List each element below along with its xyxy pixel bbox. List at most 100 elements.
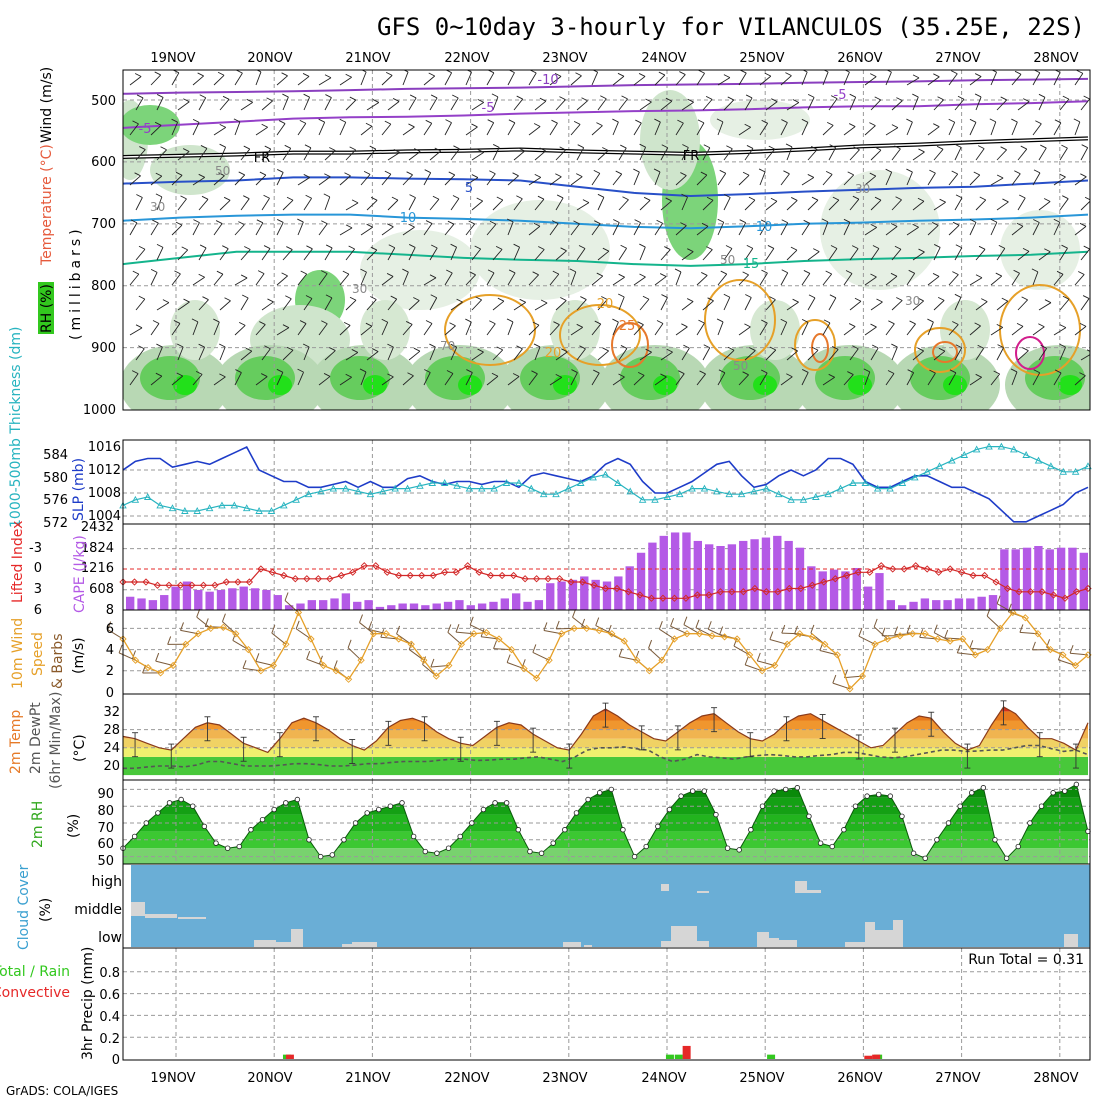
wind-barb <box>1081 144 1088 149</box>
li-point <box>751 584 759 593</box>
li-point <box>957 568 966 576</box>
wind-barb <box>195 370 203 375</box>
wind-barb <box>489 170 496 175</box>
wind-barb <box>408 197 416 211</box>
wind-barb <box>758 168 766 173</box>
wind-barb <box>864 76 877 86</box>
rh-point <box>678 793 684 799</box>
wind-barb <box>767 245 775 249</box>
wind-barb <box>917 347 924 352</box>
wind-barb <box>847 171 854 176</box>
wind-barb <box>302 73 310 77</box>
wind-point <box>583 624 591 633</box>
surface-barb <box>956 644 961 654</box>
wind-barb <box>474 245 481 250</box>
isotherm-label: 10 <box>400 211 417 226</box>
wind-barb <box>573 220 580 225</box>
wind-barb <box>129 123 139 136</box>
wind-barb <box>381 318 388 323</box>
li-point <box>774 588 782 596</box>
wind-barb <box>409 94 417 99</box>
wind-point <box>545 656 553 664</box>
pressure-tick: 700 <box>91 217 116 232</box>
rh-blob <box>750 300 800 360</box>
wind-point <box>269 661 278 670</box>
wind-barb <box>807 199 819 211</box>
wind-barb <box>387 101 400 111</box>
rh-band <box>123 831 1088 849</box>
precip-bar <box>674 1054 683 1059</box>
wind-barb <box>549 324 560 336</box>
isotherm-label: 10 <box>756 220 773 235</box>
wind-barb <box>408 300 420 311</box>
wind-barb <box>996 248 1006 261</box>
rh-blob <box>710 100 810 140</box>
thickness-point <box>972 445 981 453</box>
wind-barb <box>933 244 941 248</box>
wind-barb <box>717 372 726 386</box>
cape-bar <box>239 586 248 610</box>
wind-point <box>357 656 365 664</box>
surface-barb <box>581 618 586 628</box>
li-point <box>337 571 345 580</box>
surface-barb <box>555 620 560 630</box>
rh-point <box>306 837 312 843</box>
wind-barb <box>843 222 851 236</box>
li-tick: 0 <box>34 561 42 576</box>
li-point <box>153 581 162 589</box>
upper-air-panel: -10 -5 -5 -5 FR FR 5 10 10 15 20 25 20 3… <box>38 67 1091 418</box>
wind-barb <box>1033 169 1041 174</box>
wind-barb <box>723 248 733 261</box>
wind-barb <box>1032 222 1040 236</box>
rh-point <box>1003 855 1010 861</box>
date-label: 23NOV <box>542 51 587 66</box>
wind-barb <box>738 374 749 386</box>
wind-barb <box>717 218 724 223</box>
precip-bar <box>285 1054 294 1059</box>
surface-barb <box>894 626 899 635</box>
wind-barb <box>219 143 226 148</box>
wind-point <box>796 630 804 638</box>
thickness-point <box>663 493 672 500</box>
wind-barb <box>681 147 689 161</box>
wind-barb <box>955 194 963 199</box>
wind-barb <box>392 98 400 102</box>
wind-barb <box>954 143 962 148</box>
thickness-point <box>168 504 177 512</box>
wind-barb <box>929 369 936 374</box>
thickness-point <box>836 484 845 492</box>
wind-barb <box>423 172 432 186</box>
wind-barb <box>831 346 839 350</box>
cloud-bar <box>145 914 177 918</box>
wind-barb <box>978 245 986 250</box>
wind-barb <box>894 145 901 150</box>
rh-point <box>771 788 777 794</box>
wind-barb <box>973 171 980 176</box>
wind-barb <box>570 271 577 286</box>
wind-barb <box>995 272 1002 277</box>
wind-barb <box>219 248 229 261</box>
surface-barb <box>707 621 712 630</box>
wind-barb <box>444 122 452 136</box>
surface-barb <box>1031 641 1036 651</box>
wind-barb <box>425 119 432 124</box>
wind-barb <box>698 70 705 74</box>
wind-barb <box>345 352 359 361</box>
rh-point <box>713 811 719 818</box>
thickness-point <box>317 487 325 495</box>
cape-bar <box>455 600 464 610</box>
cape-bar <box>216 589 226 610</box>
wind-barb <box>822 273 833 286</box>
wind-barb <box>302 343 310 348</box>
wind-barb <box>823 319 831 324</box>
wind-barb <box>349 146 356 151</box>
wind-barb <box>887 370 895 374</box>
wind-barb <box>1074 176 1087 186</box>
wind-barb <box>1053 327 1067 336</box>
wind-barb <box>528 177 542 186</box>
wind-barb <box>246 98 253 103</box>
wind-barb <box>792 298 799 303</box>
wind-barb <box>801 71 808 86</box>
wind-barb <box>201 195 209 200</box>
